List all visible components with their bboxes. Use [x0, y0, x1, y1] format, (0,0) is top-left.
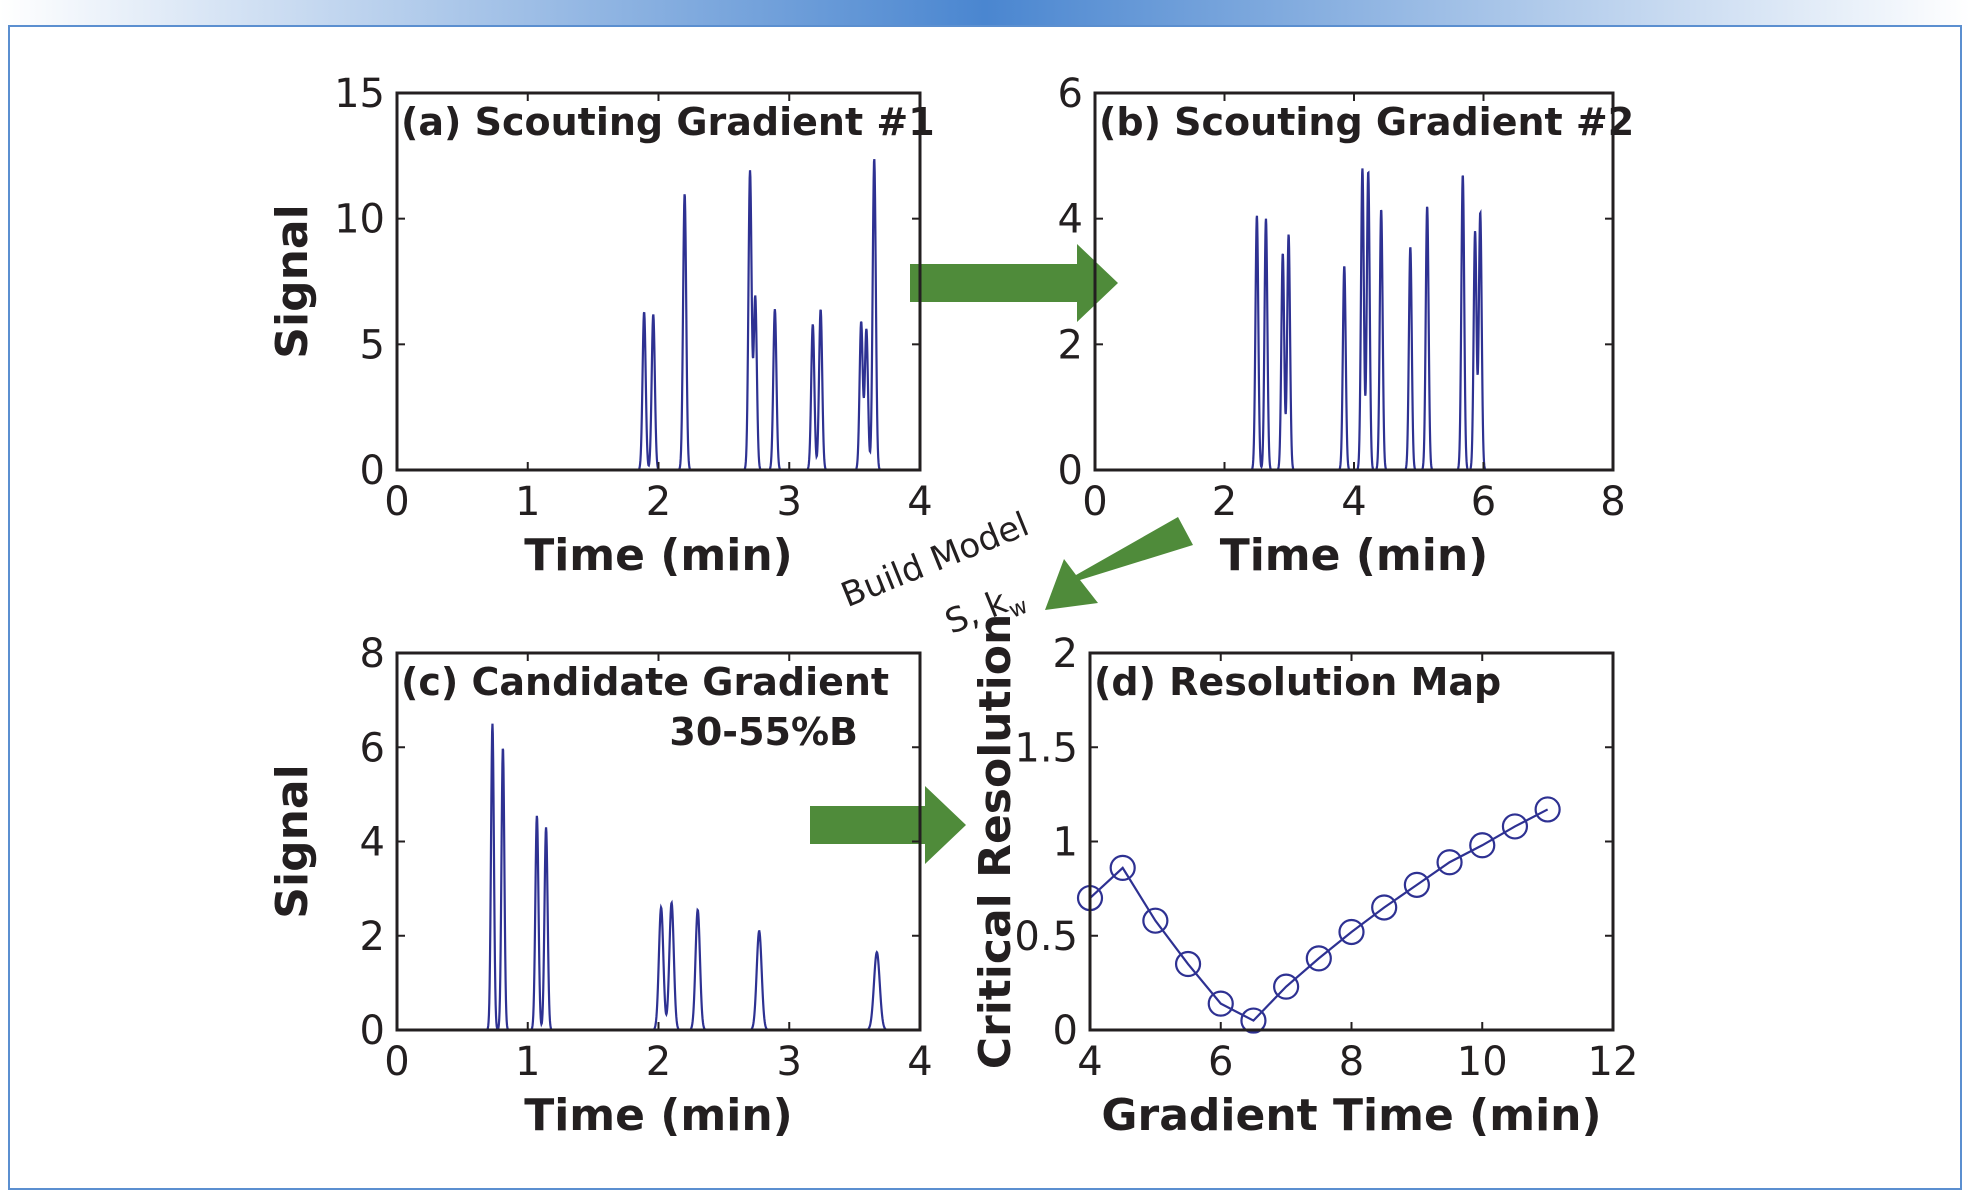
- arrow-a-to-b: [910, 244, 1118, 322]
- x-tick-label-d-4: 12: [1588, 1039, 1639, 1085]
- x-tick-label-c-1: 1: [515, 1039, 540, 1085]
- x-tick-label-c-3: 3: [777, 1039, 802, 1085]
- resolution-point-1: [1109, 854, 1136, 881]
- panel-a: 0 1 2 3 4 0 5 10 15 (a) Scouting Gradient #1 Time …: [267, 71, 935, 581]
- x-axis-label-a: Time (min): [524, 530, 793, 581]
- y-tick-label-c-1: 2: [360, 914, 385, 960]
- arrow-c-to-d: [810, 786, 966, 864]
- x-tick-label-d-3: 10: [1457, 1039, 1508, 1085]
- panel-title-c: (c) Candidate Gradient: [401, 660, 889, 704]
- x-tick-label-a-3: 3: [777, 479, 802, 525]
- x-tick-label-b-2: 4: [1341, 479, 1366, 525]
- resolution-point-11: [1436, 849, 1463, 876]
- y-tick-label-b-1: 2: [1058, 322, 1083, 368]
- x-tick-label-d-0: 4: [1077, 1039, 1102, 1085]
- resolution-point-9: [1371, 894, 1398, 921]
- y-tick-label-d-2: 1: [1053, 820, 1078, 866]
- y-tick-label-a-2: 10: [334, 197, 385, 243]
- x-tick-label-d-2: 8: [1339, 1039, 1364, 1085]
- resolution-point-13: [1501, 813, 1529, 840]
- y-tick-label-c-4: 8: [360, 631, 385, 677]
- resolution-point-7: [1305, 945, 1332, 972]
- x-axis-label-b: Time (min): [1220, 530, 1489, 581]
- y-tick-label-d-4: 2: [1053, 631, 1078, 677]
- x-tick-label-a-0: 0: [384, 479, 409, 525]
- panel-d: 4 6 8 10 12 0 0.5 1 1.5 2 (d) Resolution Map Gradie…: [970, 614, 1638, 1141]
- x-tick-label-c-4: 4: [907, 1039, 932, 1085]
- y-axis-label-d: Critical Resolution: [970, 614, 1021, 1070]
- y-tick-label-c-3: 6: [360, 725, 385, 771]
- y-tick-label-d-1: 0.5: [1014, 914, 1078, 960]
- chromatogram-trace-a: [397, 159, 888, 472]
- chromatogram-trace-b: [1095, 168, 1490, 472]
- y-axis-label-c: Signal: [267, 764, 318, 918]
- axes-frame-b: [1093, 91, 1615, 472]
- y-tick-label-a-3: 15: [334, 71, 385, 117]
- y-tick-label-a-0: 0: [360, 448, 385, 494]
- x-tick-label-c-2: 2: [646, 1039, 671, 1085]
- resolution-point-5: [1240, 1007, 1267, 1034]
- y-tick-label-c-2: 4: [360, 820, 385, 866]
- y-tick-label-a-1: 5: [360, 322, 385, 368]
- resolution-point-4: [1207, 990, 1234, 1017]
- figure-border: [8, 25, 1962, 1190]
- panel-subtitle-c: 30-55%B: [669, 710, 858, 754]
- panel-title-a: (a) Scouting Gradient #1: [401, 100, 935, 144]
- x-tick-label-a-2: 2: [646, 479, 671, 525]
- panel-title-d: (d) Resolution Map: [1094, 660, 1501, 704]
- x-tick-label-c-0: 0: [384, 1039, 409, 1085]
- y-tick-label-d-3: 1.5: [1014, 725, 1078, 771]
- axes-frame-d: [1088, 651, 1615, 1032]
- panel-b: 0 2 4 6 8 0 2 4 6 (b) Scouting Gradient #2 Time (m…: [1058, 71, 1635, 581]
- resolution-point-14: [1534, 796, 1561, 823]
- resolution-point-10: [1403, 871, 1430, 898]
- y-axis-label-a: Signal: [267, 204, 318, 358]
- x-tick-label-d-1: 6: [1208, 1039, 1233, 1085]
- top-accent-bar: [0, 0, 1970, 26]
- x-tick-label-b-0: 0: [1082, 479, 1107, 525]
- x-axis-label-d: Gradient Time (min): [1101, 1090, 1601, 1141]
- x-tick-label-b-1: 2: [1212, 479, 1237, 525]
- x-tick-label-b-3: 6: [1471, 479, 1496, 525]
- y-tick-label-d-0: 0: [1053, 1008, 1078, 1054]
- resolution-line: [1089, 808, 1549, 1022]
- resolution-point-12: [1469, 832, 1496, 859]
- resolution-point-6: [1273, 973, 1300, 1000]
- panel-c: 0 1 2 3 4 0 2 4 6 8 (c) Candidate Gradient 30-55%B T…: [267, 631, 933, 1141]
- x-tick-label-a-4: 4: [907, 479, 932, 525]
- axes-frame-a: [395, 91, 922, 472]
- resolution-point-2: [1142, 907, 1169, 934]
- resolution-point-3: [1174, 950, 1202, 978]
- y-tick-label-b-2: 4: [1058, 197, 1083, 243]
- x-tick-label-b-4: 8: [1600, 479, 1625, 525]
- y-tick-label-c-0: 0: [360, 1008, 385, 1054]
- x-axis-label-c: Time (min): [524, 1090, 793, 1141]
- chromatogram-trace-c: [397, 723, 894, 1032]
- resolution-point-8: [1338, 918, 1365, 946]
- arrow-b-to-d: [1045, 517, 1193, 610]
- y-tick-label-b-3: 6: [1058, 71, 1083, 117]
- x-tick-label-a-1: 1: [515, 479, 540, 525]
- panel-title-b: (b) Scouting Gradient #2: [1099, 100, 1634, 144]
- y-tick-label-b-0: 0: [1058, 448, 1083, 494]
